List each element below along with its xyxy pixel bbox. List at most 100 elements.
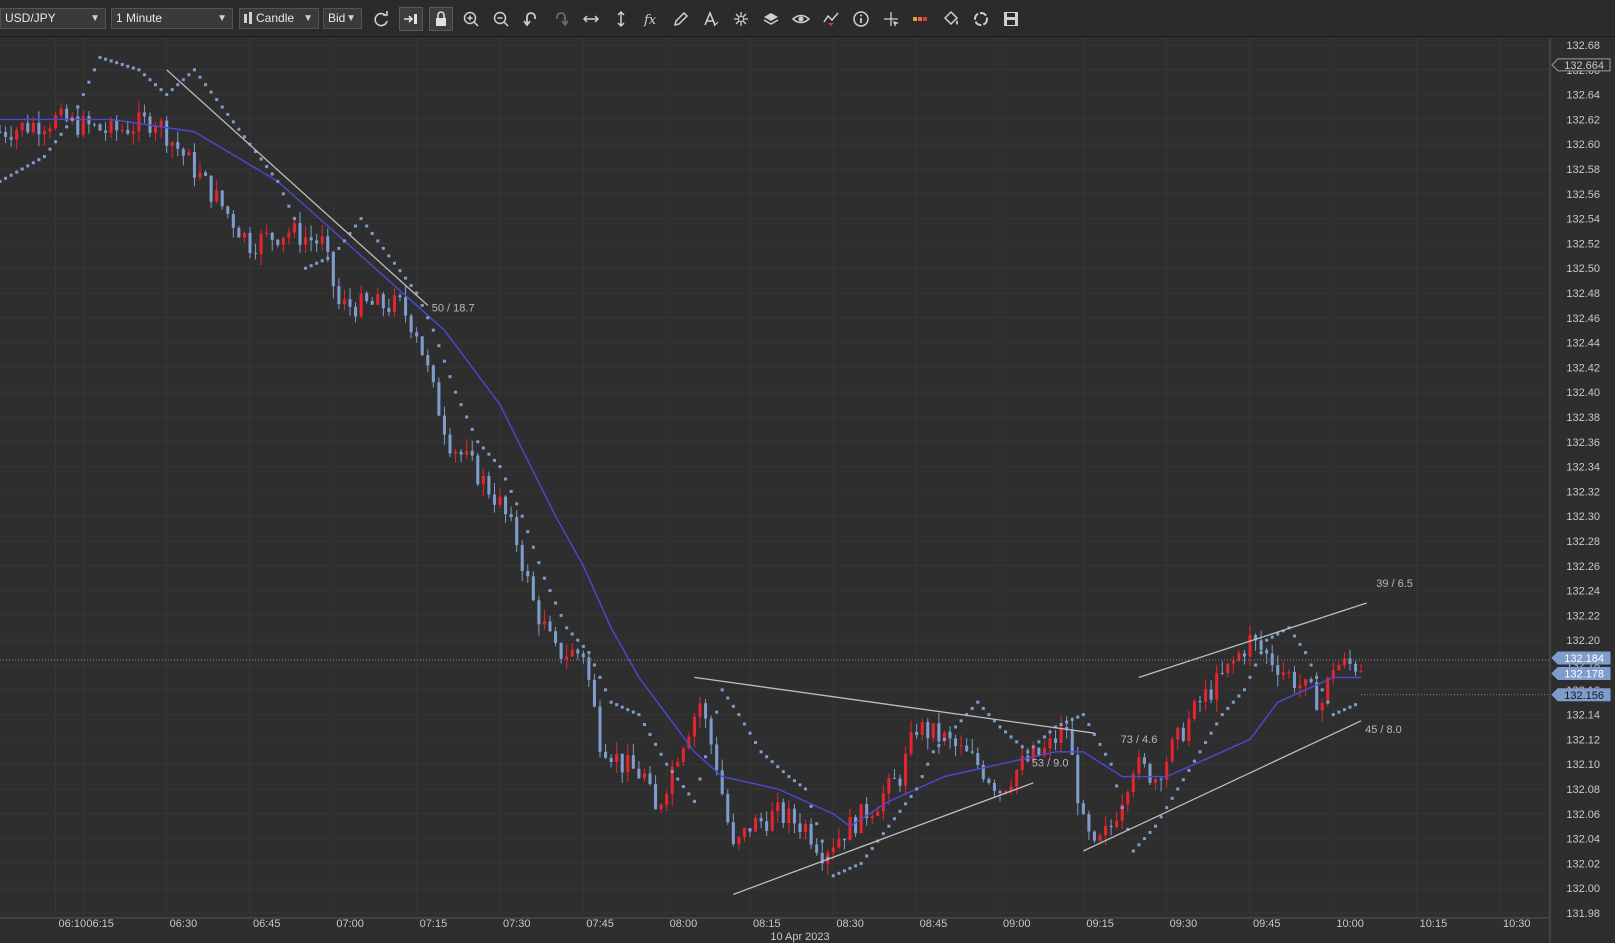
candle [470,440,474,461]
candle [1126,789,1130,812]
heatmap-icon[interactable] [909,7,933,31]
candle-body [81,116,85,135]
candle-body [1065,726,1069,730]
candle [954,734,958,757]
refresh-icon[interactable] [369,7,393,31]
paint-bucket-icon[interactable] [939,7,963,31]
pencil-icon[interactable] [669,7,693,31]
indicator-icon[interactable] [819,7,843,31]
x-tick-label: 06:10 [59,918,87,930]
candle [987,777,991,785]
candle [537,595,541,636]
auto-scroll-icon[interactable] [399,7,423,31]
candle [598,700,602,758]
price-side-select[interactable]: Bid ▼ [323,8,362,29]
sar-dot [976,700,980,704]
redo-icon[interactable] [549,7,573,31]
sar-dot [398,269,402,273]
candle-body [876,811,880,816]
sar-dot [392,261,396,265]
vertical-scale-icon[interactable] [609,7,633,31]
sar-dot [31,161,35,165]
text-annotation-icon[interactable] [699,7,723,31]
timeframe-value: 1 Minute [116,11,163,25]
info-icon[interactable] [849,7,873,31]
eye-icon[interactable] [789,7,813,31]
save-icon[interactable] [999,7,1023,31]
candle [242,231,246,243]
candle [687,732,691,750]
candle [309,225,313,252]
candle-body [342,299,346,305]
sar-dot [1009,735,1013,739]
trendline-annotation: 50 / 18.7 [432,303,475,315]
sar-dot [848,866,852,870]
x-tick-label: 09:45 [1253,918,1281,930]
y-tick-label: 132.60 [1566,139,1600,151]
sar-dot [759,750,763,754]
price-chart[interactable]: 50 / 18.7 73 / 4.6 53 / 9.0 39 / 6.5 45 / 8.… [0,38,1615,943]
candle-body [709,718,713,745]
sar-dot [259,157,263,161]
candle-body [776,802,780,812]
candle-body [1126,792,1130,805]
candle-body [1242,653,1246,657]
sar-dot [126,64,130,68]
horizontal-scale-icon[interactable] [579,7,603,31]
undo-icon[interactable] [519,7,543,31]
candle [926,718,930,750]
candle-body [715,744,719,771]
candle-body [520,545,524,571]
sar-dot [654,742,658,746]
crosshair-tools-icon[interactable] [729,7,753,31]
candle-body [1042,748,1046,756]
sar-dot [365,224,369,228]
lock-icon[interactable] [429,7,453,31]
candle [654,775,658,810]
candle [604,744,608,760]
sar-dot [1331,713,1335,717]
candle-body [1270,653,1274,666]
candle-body [1170,739,1174,762]
candle-body [781,802,785,824]
zoom-out-icon[interactable] [489,7,513,31]
sar-dot [348,231,352,235]
function-icon[interactable]: fx [639,7,663,31]
candle-body [15,130,19,140]
candle [204,170,208,177]
sar-dot [198,75,202,79]
cursor-icon[interactable] [879,7,903,31]
sar-dot [987,713,991,717]
zoom-in-icon[interactable] [459,7,483,31]
timeframe-select[interactable]: 1 Minute ▼ [111,8,233,29]
sar-dot [837,871,841,875]
sar-dot [170,88,174,92]
sar-dot [298,241,302,245]
candle [165,116,169,154]
chart-type-select[interactable]: Candle ▼ [239,8,319,29]
sar-dot [1326,700,1330,704]
chart-background [0,38,1615,943]
candle-body [298,222,302,245]
candle-body [576,649,580,654]
x-tick-label: 07:45 [586,918,614,930]
candle [698,696,702,728]
chart-grid [0,38,1615,943]
sar-dot [270,172,274,176]
candle-body [870,815,874,819]
y-tick-label: 132.64 [1566,90,1600,102]
candle [931,723,935,743]
sar-dot [676,777,680,781]
candle-body [1109,825,1113,827]
candle-body [1226,663,1230,674]
y-tick-label: 132.40 [1566,387,1600,399]
candle [1076,747,1080,816]
candle [870,812,874,824]
symbol-select[interactable]: USD/JPY ▼ [0,8,106,29]
candle [715,736,719,776]
sync-icon[interactable] [969,7,993,31]
candle-body [626,755,630,773]
layers-icon[interactable] [759,7,783,31]
price-badge-shape [1551,666,1611,680]
sar-dot [465,415,469,419]
